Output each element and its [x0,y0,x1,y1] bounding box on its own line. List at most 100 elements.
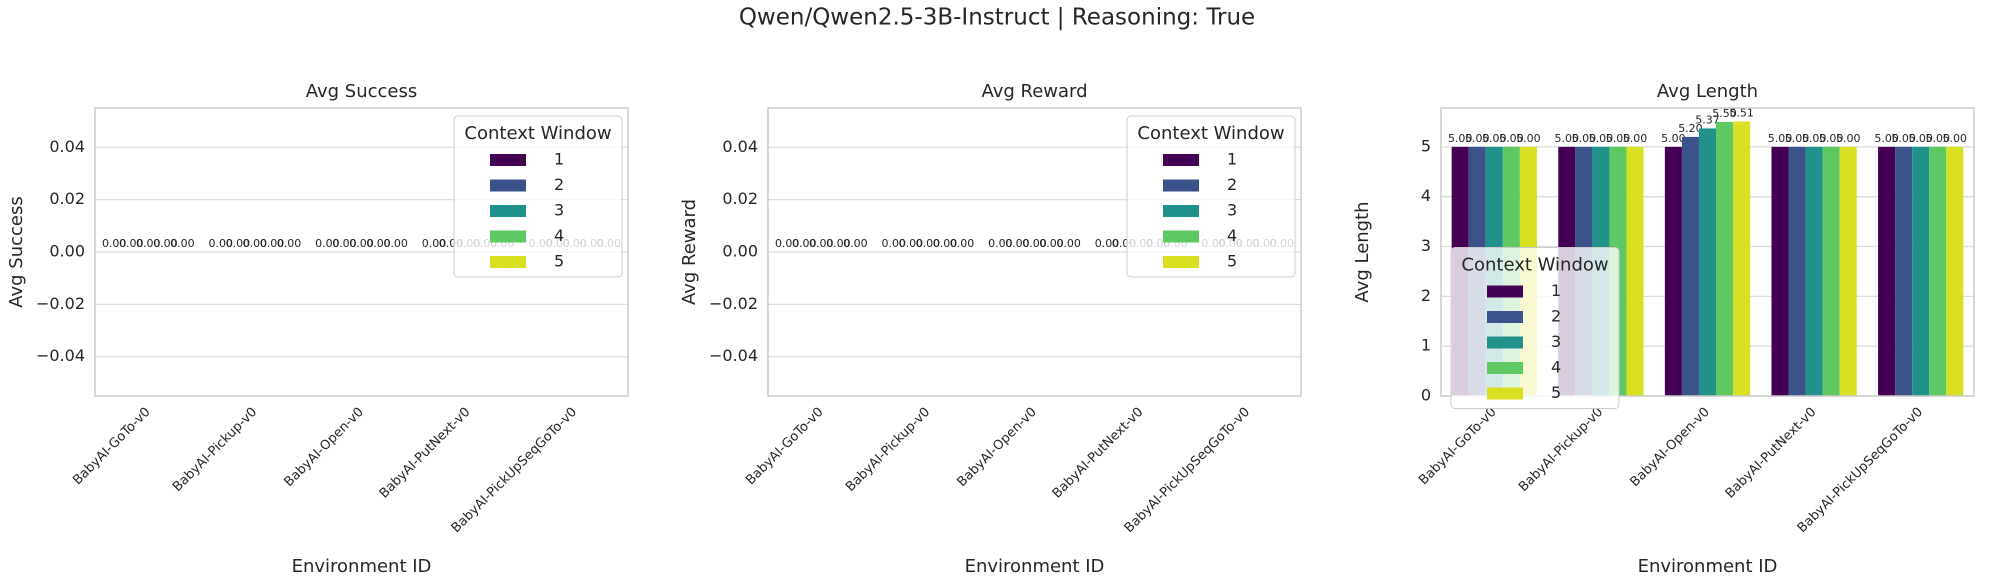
value-label: 0.00 [1039,237,1064,250]
bar [1771,146,1789,396]
value-label: 0.00 [366,237,391,250]
legend-label: 3 [1551,332,1561,351]
value-label: 5.00 [1589,132,1614,145]
value-label: 5.00 [1785,132,1810,145]
y-tick-label: 4 [1421,186,1431,205]
value-label: 0.00 [277,237,302,250]
value-label: 0.00 [950,237,975,250]
axes-frame [94,107,629,397]
legend-label: 1 [554,150,564,169]
x-tick-label: BabyAI-PickUpSeqGoTo-v0 [449,405,580,536]
value-label: 5.00 [1802,132,1827,145]
x-tick-label: BabyAI-GoTo-v0 [70,405,153,488]
value-label: 5.00 [1926,132,1951,145]
legend-swatch [1487,362,1523,374]
value-label: 0.00 [1022,237,1047,250]
value-label: 5.00 [1555,132,1580,145]
legend-label: 4 [554,226,564,245]
legend-swatch [490,230,526,243]
value-label: 5.00 [1768,132,1793,145]
y-tick-label: −0.04 [36,346,85,365]
value-label: 0.00 [916,237,941,250]
value-label: 0.00 [988,237,1013,250]
y-tick-label: 0.02 [722,189,758,208]
value-label: 0.00 [226,237,251,250]
value-label: 5.00 [1891,132,1916,145]
value-label: 0.00 [153,237,178,250]
bar [1929,146,1947,396]
value-label: 5.00 [1516,132,1541,145]
legend-swatch [1487,387,1523,400]
value-label: 5.37 [1695,113,1720,126]
y-tick-label: 0.00 [49,242,85,261]
legend-swatch [1487,285,1523,298]
x-axis-label: Environment ID [292,556,432,577]
value-label: 0.00 [260,237,285,250]
value-label: 0.00 [843,237,868,250]
legend-label: 5 [1227,252,1237,271]
value-label: 0.00 [775,237,800,250]
x-tick-label: BabyAI-Open-v0 [281,405,366,490]
bar [1839,146,1857,396]
bar [1822,146,1840,396]
value-label: 0.00 [1005,237,1030,250]
bar [1664,146,1682,396]
axes-frame [767,107,1302,397]
value-label: 0.00 [899,237,924,250]
value-label: 0.00 [933,237,958,250]
legend-label: 3 [1227,201,1237,220]
bar [1878,146,1896,396]
value-label: 0.00 [809,237,834,250]
value-label: 0.00 [383,237,408,250]
legend-title: Context Window [1137,123,1284,144]
legend-swatch [1163,179,1199,192]
legend-swatch [1163,205,1199,217]
x-tick-label: BabyAI-Open-v0 [1627,405,1712,490]
y-tick-label: 0.04 [722,137,758,156]
y-tick-label: −0.02 [36,294,85,313]
value-label: 5.00 [1448,132,1473,145]
bar [1805,146,1823,396]
y-axis-label: Avg Length [1352,201,1373,302]
value-label: 0.00 [1095,237,1120,250]
value-label: 5.00 [1836,132,1861,145]
value-label: 0.00 [136,237,161,250]
chart-title: Avg Success [306,81,418,102]
legend-label: 1 [1551,281,1561,300]
y-tick-label: 2 [1421,286,1431,305]
y-tick-label: 0.02 [49,189,85,208]
bar [1946,146,1964,396]
value-label: 5.00 [1819,132,1844,145]
value-label: 0.00 [209,237,234,250]
bar [1716,121,1734,397]
value-label: 5.50 [1712,107,1737,120]
legend-label: 4 [1551,358,1561,377]
x-axis-label: Environment ID [1638,556,1778,577]
x-tick-label: BabyAI-Pickup-v0 [1516,405,1606,495]
value-label: 5.00 [1623,132,1648,145]
y-tick-label: 1 [1421,336,1431,355]
value-label: 0.00 [119,237,144,250]
value-label: 0.00 [349,237,374,250]
value-label: 5.00 [1572,132,1597,145]
value-label: 5.00 [1482,132,1507,145]
chart-title: Avg Length [1657,81,1758,102]
x-tick-label: BabyAI-Pickup-v0 [843,405,933,495]
bar [1895,146,1913,396]
legend-label: 2 [554,175,564,194]
x-tick-label: BabyAI-GoTo-v0 [743,405,826,488]
legend-swatch [1163,256,1199,268]
value-label: 0.00 [1056,237,1081,250]
y-tick-label: 0.04 [49,137,85,156]
value-label: 0.00 [332,237,357,250]
y-axis-label: Avg Reward [679,199,700,305]
y-tick-label: 5 [1421,136,1431,155]
legend-label: 2 [1551,307,1561,326]
legend-swatch [1163,154,1199,166]
value-label: 5.00 [1499,132,1524,145]
value-label: 5.00 [1661,132,1686,145]
axes-frame [1440,107,1975,397]
value-label: 0.00 [882,237,907,250]
